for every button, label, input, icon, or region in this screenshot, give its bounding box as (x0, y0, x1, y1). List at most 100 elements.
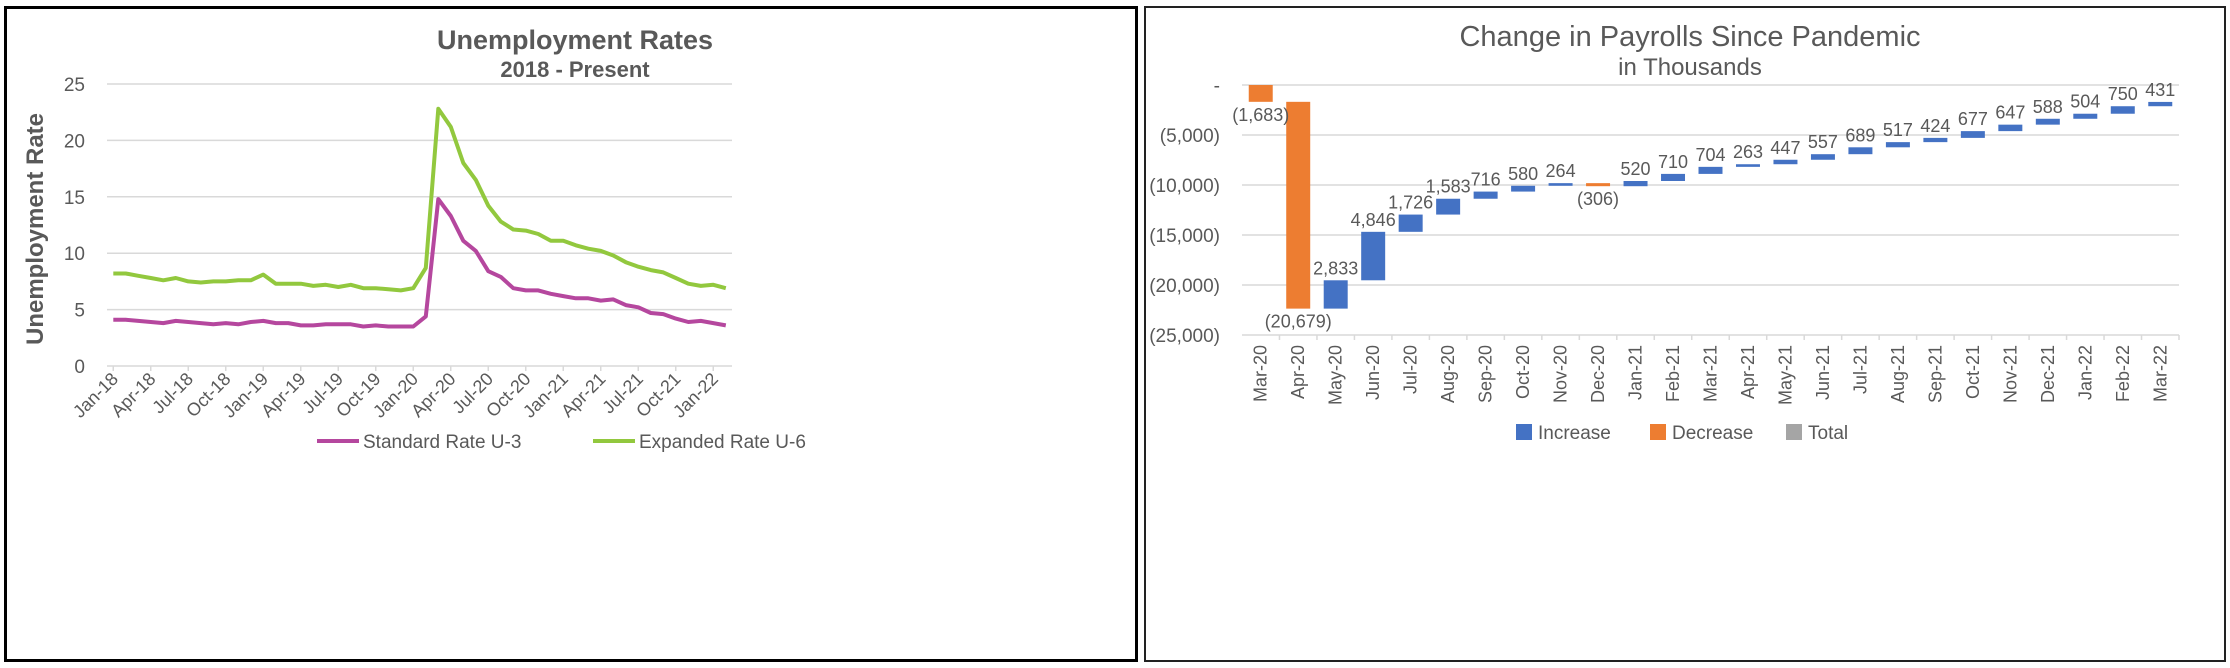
y-tick-label: 0 (74, 357, 85, 378)
waterfall-bar (1248, 85, 1273, 102)
unemployment-line-chart: Unemployment Rates 2018 - Present Unempl… (22, 25, 806, 453)
x-tick-label: Jul-20 (1401, 345, 1421, 394)
data-label: 2,833 (1313, 258, 1358, 278)
x-tick-label: Nov-21 (2000, 345, 2020, 403)
waterfall-bar (1848, 147, 1873, 155)
x-tick-label: Dec-21 (2038, 345, 2058, 403)
y-tick-label: 25 (64, 75, 85, 96)
data-label: 677 (1958, 109, 1988, 129)
waterfall-bar (1586, 183, 1611, 187)
data-label: 517 (1883, 120, 1913, 140)
data-label: (20,679) (1265, 312, 1332, 332)
data-label: 4,846 (1351, 210, 1396, 230)
data-label: 424 (1920, 116, 1950, 136)
x-tick-label: Mar-20 (1251, 345, 1271, 402)
y-tick-label: 15 (64, 188, 85, 209)
data-label: 704 (1695, 145, 1725, 165)
waterfall-bar (2110, 106, 2135, 114)
legend-label-decrease: Decrease (1672, 423, 1753, 444)
waterfall-bar (1511, 185, 1536, 192)
x-tick-label: Oct-20 (1513, 345, 1533, 399)
waterfall-bar (2148, 101, 2173, 107)
data-label: 263 (1733, 142, 1763, 162)
legend-label-u6: Expanded Rate U-6 (639, 432, 806, 453)
y-tick-label: (20,000) (1149, 276, 1220, 297)
y-axis-label: Unemployment Rate (22, 113, 49, 345)
payrolls-chart-panel: Change in Payrolls Since Pandemic in Tho… (1144, 6, 2226, 662)
waterfall-bar (1885, 142, 1910, 148)
waterfall-bar (1323, 280, 1348, 309)
legend-swatch-decrease (1650, 424, 1666, 440)
data-label: 689 (1845, 125, 1875, 145)
y-tick-label: 5 (74, 301, 85, 322)
legend-swatch-total (1786, 424, 1802, 440)
legend-label-increase: Increase (1538, 423, 1611, 444)
legend-label-total: Total (1808, 423, 1848, 444)
x-tick-label: Oct-21 (1963, 345, 1983, 399)
x-tick-label: Mar-21 (1701, 345, 1721, 402)
waterfall-bar (1735, 164, 1760, 167)
x-tick-label: Aug-21 (1888, 345, 1908, 403)
x-tick-label: Jun-20 (1363, 345, 1383, 400)
legend-swatch-increase (1516, 424, 1532, 440)
waterfall-bar (1960, 131, 1985, 138)
data-label: 520 (1621, 159, 1651, 179)
x-tick-label: Feb-21 (1663, 345, 1683, 402)
payrolls-waterfall-chart: Change in Payrolls Since Pandemic in Tho… (1149, 21, 2180, 444)
data-label: 557 (1808, 132, 1838, 152)
x-tick-label: Jan-21 (1626, 345, 1646, 400)
series-line-u3 (113, 197, 727, 329)
series-line-u6 (113, 106, 727, 293)
waterfall-bar (1810, 154, 1835, 160)
unemployment-chart-panel: Unemployment Rates 2018 - Present Unempl… (4, 6, 1138, 662)
data-label: 1,726 (1388, 193, 1433, 213)
x-tick-label: Dec-20 (1588, 345, 1608, 403)
x-tick-label: Jul-21 (1850, 345, 1870, 394)
waterfall-bar (1773, 159, 1798, 165)
legend-label-u3: Standard Rate U-3 (363, 432, 521, 453)
chart-title: Change in Payrolls Since Pandemic (1459, 21, 1920, 53)
x-tick-label: Aug-20 (1438, 345, 1458, 403)
data-label: 588 (2033, 97, 2063, 117)
waterfall-bar (1698, 166, 1723, 174)
y-tick-label: (5,000) (1160, 126, 1220, 147)
waterfall-bar (1361, 231, 1386, 281)
waterfall-bar (1473, 191, 1498, 199)
chart-subtitle: 2018 - Present (500, 57, 650, 82)
y-tick-label: 20 (64, 131, 85, 152)
x-tick-label: May-21 (1775, 345, 1795, 405)
data-label: 431 (2145, 80, 2175, 100)
data-label: 1,583 (1426, 177, 1471, 197)
data-label: (1,683) (1232, 105, 1289, 125)
data-label: 710 (1658, 152, 1688, 172)
x-tick-label: Jan-22 (2075, 345, 2095, 400)
waterfall-bar (1286, 101, 1311, 309)
x-tick-label: Nov-20 (1551, 345, 1571, 403)
data-label: 647 (1995, 103, 2025, 123)
data-label: 580 (1508, 164, 1538, 184)
x-tick-label: Apr-21 (1738, 345, 1758, 399)
data-label: (306) (1577, 189, 1619, 209)
data-label: 716 (1471, 170, 1501, 190)
x-tick-label: Jun-21 (1813, 345, 1833, 400)
x-tick-label: Apr-20 (1288, 345, 1308, 399)
waterfall-bar (2073, 113, 2098, 119)
waterfall-bar (1923, 137, 1948, 143)
chart-subtitle: in Thousands (1618, 54, 1762, 81)
x-tick-label: Feb-22 (2113, 345, 2133, 402)
data-label: 504 (2070, 92, 2100, 112)
y-tick-label: - (1214, 76, 1220, 97)
waterfall-bar (2035, 118, 2060, 125)
waterfall-bar (1548, 183, 1573, 186)
waterfall-bar (1398, 214, 1423, 232)
waterfall-bar (1998, 124, 2023, 132)
y-tick-label: (25,000) (1149, 326, 1220, 347)
waterfall-bar (1661, 173, 1686, 181)
waterfall-bar (1436, 198, 1461, 215)
y-tick-label: (10,000) (1149, 176, 1220, 197)
data-label: 447 (1770, 138, 1800, 158)
waterfall-bar (1623, 181, 1648, 187)
y-tick-label: 10 (64, 244, 85, 265)
x-tick-label: May-20 (1326, 345, 1346, 405)
x-tick-label: Mar-22 (2150, 345, 2170, 402)
